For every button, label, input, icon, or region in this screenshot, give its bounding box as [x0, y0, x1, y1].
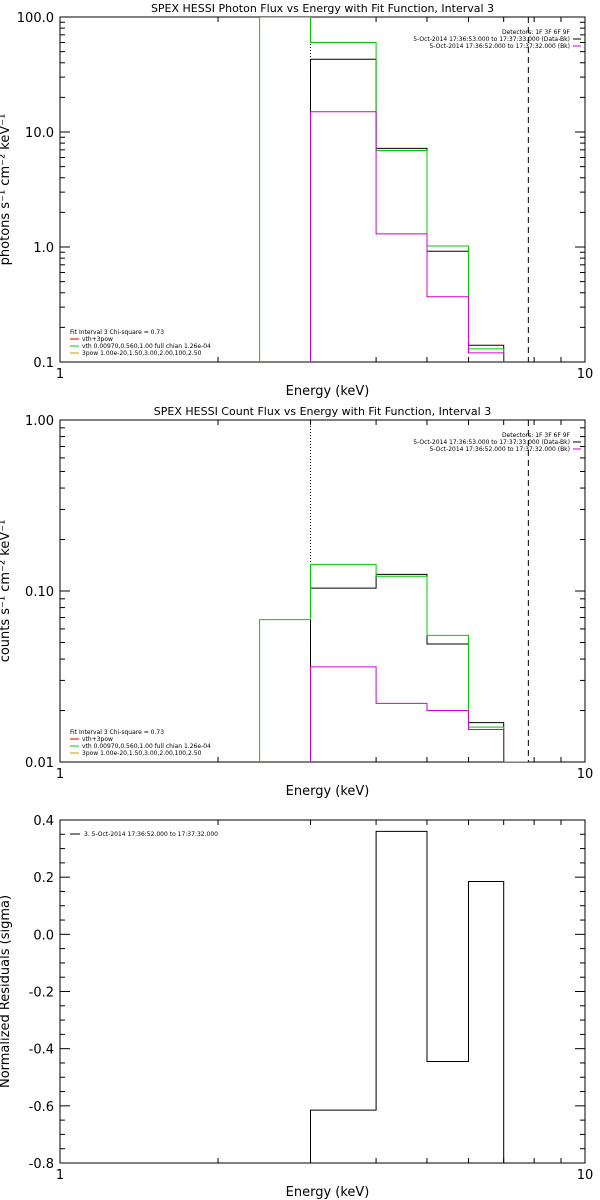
y-tick-label: 0.01 — [25, 756, 54, 771]
x-axis-label: Energy (keV) — [286, 784, 370, 799]
series-3-histogram — [310, 666, 505, 762]
series-1-histogram — [310, 58, 505, 362]
y-tick-label: -0.8 — [29, 1157, 54, 1172]
y-tick-label: 100.0 — [17, 11, 54, 26]
panel-1: SPEX HESSI Photon Flux vs Energy with Fi… — [0, 2, 593, 399]
legend-bottom-left-entry: 3pow 1.00e-20,1.50,3.00,2.00,100,2.50 — [82, 350, 202, 357]
legend-bottom-left-entry: 3pow 1.00e-20,1.50,3.00,2.00,100,2.50 — [82, 750, 202, 757]
series-2-histogram — [259, 563, 529, 762]
y-axis-label: counts s⁻¹ cm⁻² keV⁻¹ — [0, 520, 13, 663]
legend-top-right-entry: Detectors: 1F 3F 6F 9F — [502, 29, 571, 36]
x-tick-label: 10 — [577, 767, 594, 782]
legend-top-right-entry: 5-Oct-2014 17:36:52.000 to 17:37:32.000 … — [430, 43, 571, 50]
y-tick-label: -0.6 — [29, 1100, 54, 1115]
legend-top-left-entry: 3. 5-Oct-2014 17:36:52.000 to 17:37:32.0… — [84, 831, 218, 838]
y-tick-label: 0.4 — [33, 814, 54, 829]
legend-bottom-left-entry: vth+3pow — [82, 736, 113, 743]
legend-bottom-left-entry: Fit Interval 3 Chi-square = 0.73 — [70, 329, 164, 336]
y-tick-label: -0.2 — [29, 986, 54, 1001]
plot-frame — [59, 419, 586, 763]
y-axis-label: photons s⁻¹ cm⁻² keV⁻¹ — [0, 114, 13, 266]
y-tick-label: -0.4 — [29, 1043, 54, 1058]
y-tick-label: 1.00 — [25, 414, 54, 429]
x-axis-label: Energy (keV) — [286, 1185, 370, 1200]
x-tick-label: 10 — [577, 1168, 594, 1183]
series-1-histogram — [310, 830, 505, 1163]
chart-title: SPEX HESSI Count Flux vs Energy with Fit… — [154, 405, 491, 418]
y-tick-label: 1.0 — [33, 241, 54, 256]
y-tick-label: 0.1 — [33, 356, 54, 371]
legend-bottom-left-entry: Fit Interval 3 Chi-square = 0.73 — [70, 729, 164, 736]
series-3-histogram — [310, 111, 505, 362]
x-axis-label: Energy (keV) — [286, 384, 370, 399]
y-tick-label: 0.2 — [33, 871, 54, 886]
y-tick-label: 10.0 — [25, 126, 54, 141]
panel-3: 1 10 -0.8 -0.6 -0.4 -0.2 0.0 0.2 0.4 Energy (keV)… — [0, 814, 593, 1200]
x-tick-label: 10 — [577, 367, 594, 382]
legend-top-right-entry: 5-Oct-2014 17:36:53.000 to 17:37:33.000 … — [413, 439, 570, 446]
y-tick-label: 0.10 — [25, 585, 54, 600]
legend-bottom-left-entry: vth+3pow — [82, 336, 113, 343]
plot-frame — [59, 819, 586, 1164]
legend-top-right-entry: 5-Oct-2014 17:36:53.000 to 17:37:33.000 … — [413, 36, 570, 43]
x-tick-label: 1 — [56, 367, 64, 382]
series-2-histogram — [259, 17, 505, 362]
y-tick-label: 0.0 — [33, 928, 54, 943]
legend-top-right-entry: 5-Oct-2014 17:36:52.000 to 17:37:32.000 … — [430, 446, 571, 453]
x-tick-label: 1 — [56, 767, 64, 782]
plot-frame — [59, 16, 586, 363]
series-1-histogram — [310, 573, 529, 762]
legend-top-right-entry: Detectors: 1F 3F 6F 9F — [502, 432, 571, 439]
chart-title: SPEX HESSI Photon Flux vs Energy with Fi… — [151, 2, 494, 15]
x-tick-label: 1 — [56, 1168, 64, 1183]
panel-2: SPEX HESSI Count Flux vs Energy with Fit… — [0, 405, 593, 799]
legend-bottom-left-entry: vth 0.00970,0.560,1.00 full chian 1.26e-… — [82, 343, 211, 350]
y-axis-label: Normalized Residuals (sigma) — [0, 895, 13, 1088]
legend-bottom-left-entry: vth 0.00970,0.560,1.00 full chian 1.26e-… — [82, 743, 211, 750]
